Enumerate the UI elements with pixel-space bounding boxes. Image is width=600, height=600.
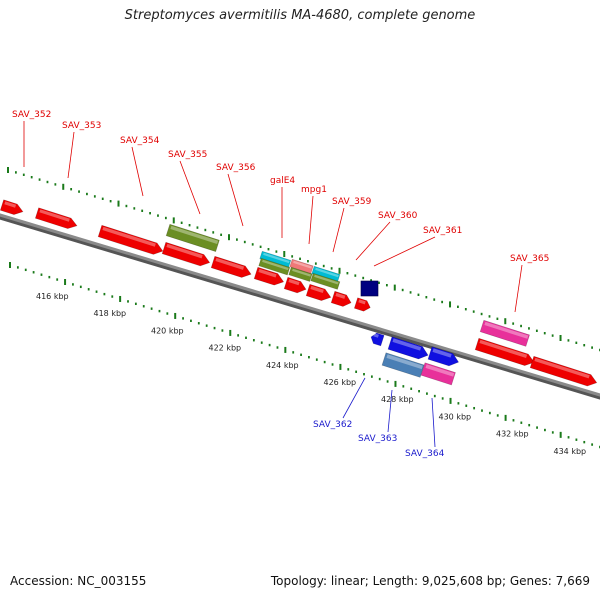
gene-arrow-sav363b bbox=[427, 346, 460, 367]
kbp-label: 422 kbp bbox=[209, 344, 242, 353]
leader-line bbox=[387, 389, 393, 433]
gene-arrow-sav362-small bbox=[370, 332, 385, 347]
kbp-label: 432 kbp bbox=[496, 430, 529, 439]
gene-box-sav363-steel bbox=[381, 352, 425, 378]
kbp-label: 418 kbp bbox=[94, 309, 127, 318]
leader-line bbox=[355, 221, 391, 261]
gene-arrow-sav365 bbox=[474, 337, 535, 366]
kbp-label: 434 kbp bbox=[554, 447, 587, 456]
gene-arrow-sav352 bbox=[0, 199, 24, 215]
leader-line bbox=[514, 264, 523, 313]
backbone-shadow bbox=[0, 214, 600, 400]
gene-label-sav_362: SAV_362 bbox=[313, 420, 352, 430]
upper-tick-track bbox=[7, 167, 600, 352]
gene-features bbox=[0, 199, 598, 387]
genome-stats-text: Topology: linear; Length: 9,025,608 bp; … bbox=[270, 574, 590, 588]
leader-line bbox=[332, 207, 345, 253]
kbp-scale-labels: 416 kbp 418 kbp 420 kbp 422 kbp 424 kbp 426 k… bbox=[36, 292, 586, 456]
gene-label-sav_352: SAV_352 bbox=[12, 110, 51, 120]
map-title: Streptomyces avermitilis MA-4680, comple… bbox=[124, 8, 476, 23]
gene-label-sav_361: SAV_361 bbox=[423, 226, 462, 236]
leader-line bbox=[373, 236, 436, 267]
gene-arrow-sav360 bbox=[305, 283, 332, 301]
leader-line bbox=[308, 195, 314, 245]
gene-label-mpg1: mpg1 bbox=[301, 185, 327, 195]
gene-label-gale4: galE4 bbox=[270, 176, 295, 186]
genome-backbone bbox=[0, 213, 600, 400]
leader-line bbox=[342, 377, 366, 419]
gene-arrow-sav356a bbox=[161, 241, 211, 267]
label-leader-lines bbox=[23, 121, 523, 448]
gene-label-sav_356: SAV_356 bbox=[216, 163, 256, 173]
gene-arrow-sav363a bbox=[387, 336, 429, 360]
gene-arrow-sav361 bbox=[330, 290, 352, 307]
lower-tick-track bbox=[9, 262, 600, 449]
accession-text: Accession: NC_003155 bbox=[10, 574, 147, 588]
kbp-label: 424 kbp bbox=[266, 361, 299, 370]
gene-label-sav_354: SAV_354 bbox=[120, 136, 160, 146]
gene-arrow-sav354 bbox=[97, 224, 164, 255]
gene-labels: SAV_352 SAV_353 SAV_354 SAV_355 SAV_356 galE4… bbox=[12, 110, 549, 459]
gene-label-sav_355: SAV_355 bbox=[168, 150, 207, 160]
gene-box-mpg1 bbox=[288, 266, 313, 282]
kbp-label: 416 kbp bbox=[36, 292, 69, 301]
gene-box-sav355 bbox=[165, 223, 220, 252]
kbp-label: 420 kbp bbox=[151, 326, 184, 335]
leader-line bbox=[179, 160, 201, 215]
gene-label-sav_359: SAV_359 bbox=[332, 197, 372, 207]
gene-box-sav365-pink bbox=[479, 319, 530, 347]
backbone-line bbox=[0, 213, 600, 397]
kbp-label: 430 kbp bbox=[439, 412, 472, 421]
gene-label-sav_353: SAV_353 bbox=[62, 121, 101, 131]
gene-arrow-sav359a bbox=[253, 266, 285, 286]
gene-box-olive bbox=[310, 272, 341, 290]
gene-arrow-sav361b bbox=[353, 297, 371, 312]
gene-arrow-sav356b bbox=[210, 255, 252, 278]
gene-arrow-sav353 bbox=[34, 207, 78, 229]
gene-box-sav364-pink bbox=[420, 362, 456, 386]
gene-arrow-sav359b bbox=[283, 276, 307, 294]
leader-line bbox=[131, 146, 144, 197]
leader-line bbox=[431, 397, 436, 448]
leader-line bbox=[227, 173, 244, 227]
kbp-label: 426 kbp bbox=[324, 378, 357, 387]
gene-label-sav_364: SAV_364 bbox=[405, 449, 445, 459]
gene-label-sav_365: SAV_365 bbox=[510, 254, 549, 264]
gene-label-sav_363: SAV_363 bbox=[358, 434, 397, 444]
gene-arrow-sav366 bbox=[529, 355, 598, 387]
gene-label-sav_360: SAV_360 bbox=[378, 211, 418, 221]
gene-box-navy bbox=[360, 280, 379, 297]
kbp-label: 428 kbp bbox=[381, 395, 414, 404]
gene-box-gale4 bbox=[258, 257, 291, 276]
leader-line bbox=[67, 131, 75, 179]
